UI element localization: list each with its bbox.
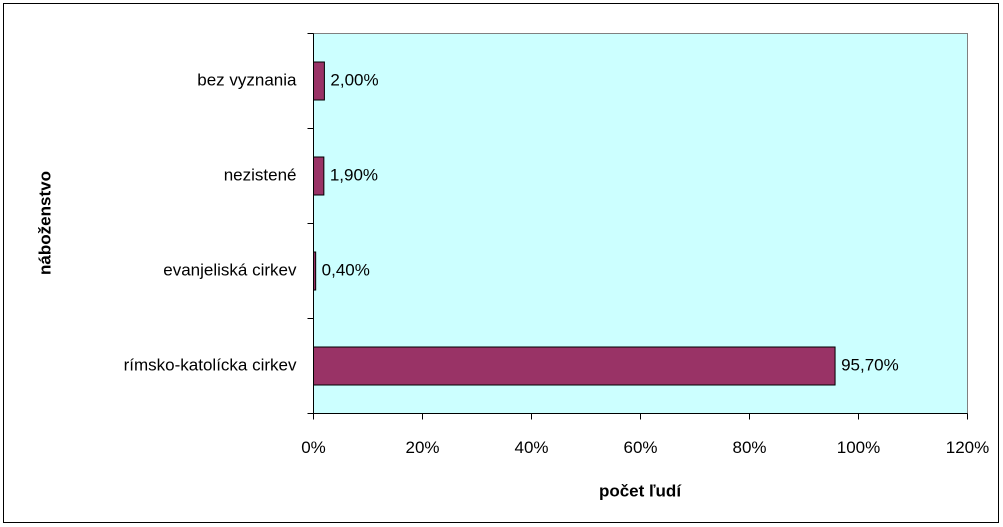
y-tick-label: rímsko-katolícka cirkev	[124, 355, 297, 374]
bar	[313, 251, 317, 291]
value-label: 0,40%	[322, 260, 370, 279]
value-label: 1,90%	[330, 165, 378, 184]
bar	[313, 346, 836, 386]
x-tick-label: 120%	[946, 438, 989, 457]
x-tick-label: 100%	[837, 438, 880, 457]
x-tick-label: 40%	[514, 438, 548, 457]
value-label: 2,00%	[330, 70, 378, 89]
value-label: 95,70%	[841, 355, 899, 374]
bar	[313, 156, 325, 196]
y-tick-label: nezistené	[224, 165, 297, 184]
x-tick-label: 80%	[732, 438, 766, 457]
y-tick-label: evanjeliská cirkev	[163, 260, 297, 279]
y-tick-label: bez vyznania	[197, 70, 297, 89]
x-tick-label: 60%	[623, 438, 657, 457]
y-axis-title: náboženstvo	[35, 171, 54, 275]
x-tick-label: 0%	[301, 438, 326, 457]
x-axis-title: počet ľudí	[599, 481, 682, 500]
bar	[313, 61, 325, 101]
x-tick-label: 20%	[405, 438, 439, 457]
